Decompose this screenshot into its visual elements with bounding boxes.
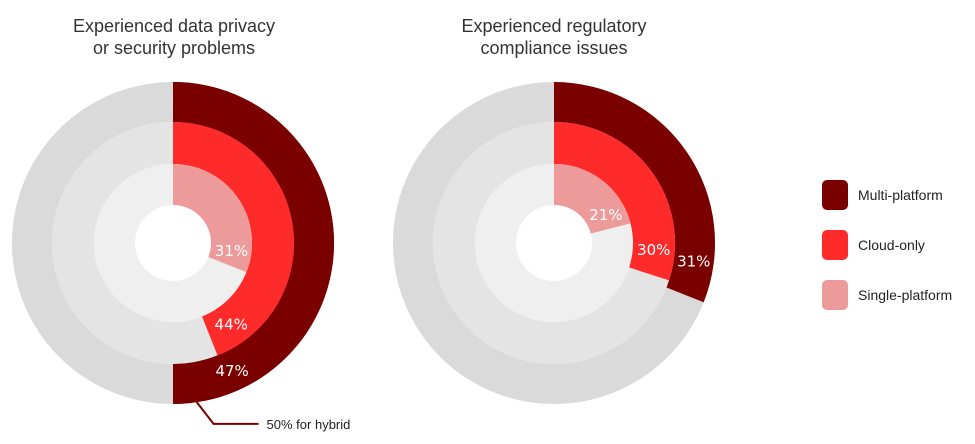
- chart-title-privacy: Experienced data privacy or security pro…: [24, 15, 324, 59]
- data-label: 47%: [215, 362, 248, 380]
- legend-item-single-platform: Single-platform: [822, 280, 952, 310]
- chart-title-line-2: or security problems: [92, 38, 256, 58]
- legend-label: Cloud-only: [858, 237, 925, 253]
- data-label: 31%: [215, 242, 248, 260]
- chart-title-line-1: Experienced data privacy: [72, 16, 276, 36]
- annotation-leader-line: [195, 401, 259, 425]
- data-label: 21%: [589, 206, 622, 224]
- legend-label: Single-platform: [858, 287, 953, 303]
- data-label: 44%: [215, 315, 248, 333]
- bar-single-platform: [173, 164, 253, 273]
- bar-multi-platform: [554, 82, 715, 303]
- chart-title-compliance: Experienced regulatory compliance issues: [404, 15, 704, 59]
- legend: Multi-platform Cloud-only Single-platfor…: [822, 180, 952, 330]
- legend-swatch-multi-platform: [822, 180, 848, 210]
- legend-item-cloud-only: Cloud-only: [822, 230, 952, 260]
- legend-label: Multi-platform: [858, 187, 943, 203]
- legend-swatch-cloud-only: [822, 230, 848, 260]
- bar-single-platform: [554, 164, 631, 234]
- legend-swatch-single-platform: [822, 280, 848, 310]
- annotation-label: 50% for hybrid: [267, 417, 351, 432]
- bar-cloud-only: [173, 122, 295, 356]
- chart-title-line-1: Experienced regulatory: [461, 16, 647, 36]
- data-label: 30%: [637, 241, 670, 259]
- chart-title-line-2: compliance issues: [480, 38, 628, 58]
- bar-multi-platform: [173, 82, 335, 402]
- data-label: 31%: [677, 253, 710, 271]
- bar-cloud-only: [554, 122, 675, 281]
- legend-item-multi-platform: Multi-platform: [822, 180, 952, 210]
